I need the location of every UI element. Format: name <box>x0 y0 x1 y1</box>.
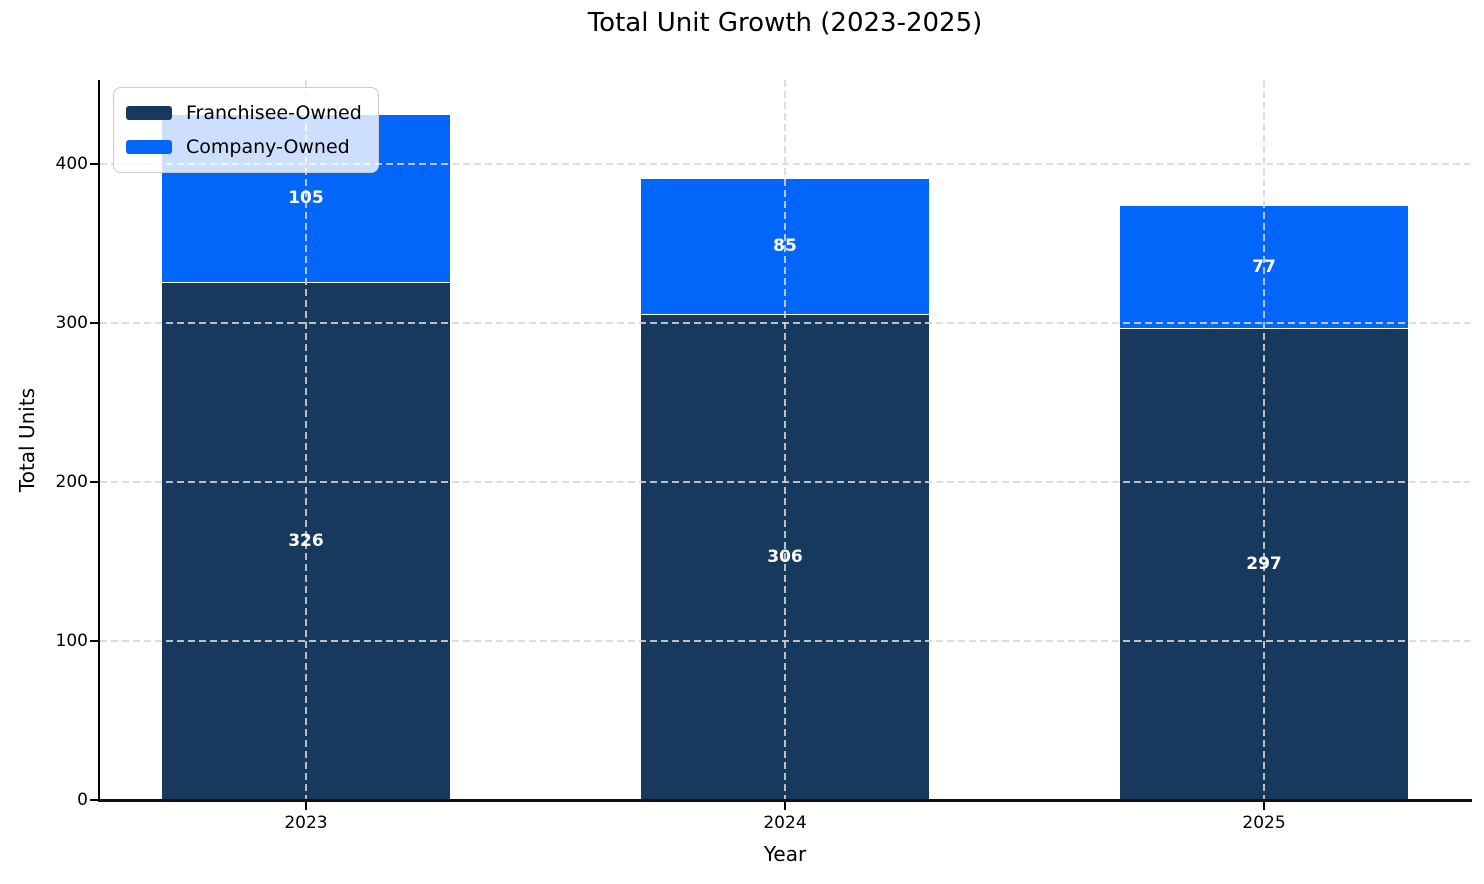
y-tick-label: 100 <box>55 631 88 652</box>
horizontal-gridline <box>100 640 1470 642</box>
legend-swatch-company-owned <box>126 140 172 154</box>
legend-label-company-owned: Company-Owned <box>186 136 350 158</box>
y-axis-label: Total Units <box>15 387 39 493</box>
legend-item-franchisee-owned: Franchisee-Owned <box>126 98 362 128</box>
legend: Franchisee-Owned Company-Owned <box>113 87 379 173</box>
x-tick-mark <box>1263 802 1265 810</box>
x-tick-label: 2025 <box>1242 813 1286 833</box>
y-tick-mark <box>90 799 98 801</box>
x-tick-label: 2024 <box>763 813 807 833</box>
bar-value-label: 306 <box>767 546 803 567</box>
y-tick-mark <box>90 163 98 165</box>
bar-value-label: 77 <box>1252 256 1276 277</box>
bar-value-label: 297 <box>1246 553 1282 574</box>
y-tick-label: 200 <box>55 472 88 493</box>
bar-value-labels-layer: 326 105 306 85 297 77 <box>100 80 1470 800</box>
legend-label-franchisee-owned: Franchisee-Owned <box>186 102 362 124</box>
y-tick-label: 400 <box>55 154 88 175</box>
vertical-gridline <box>305 80 307 800</box>
x-tick-label: 2023 <box>284 813 328 833</box>
y-tick-mark <box>90 640 98 642</box>
y-tick-label: 300 <box>55 313 88 334</box>
chart-title: Total Unit Growth (2023-2025) <box>587 8 983 38</box>
horizontal-gridline <box>100 322 1470 324</box>
bar-value-label: 85 <box>773 236 797 257</box>
legend-item-company-owned: Company-Owned <box>126 132 362 162</box>
x-axis-label: Year <box>763 842 807 866</box>
plot-area: 326 105 306 85 297 77 2023 2024 2025 0 100 200 300 4… <box>56 80 1472 833</box>
horizontal-gridline <box>100 163 1470 165</box>
horizontal-gridline <box>100 481 1470 483</box>
legend-swatch-franchisee-owned <box>126 106 172 120</box>
bar-value-label: 105 <box>288 188 324 209</box>
vertical-gridline <box>784 80 786 800</box>
y-tick-label: 0 <box>77 790 88 810</box>
grid-layer <box>100 80 1470 800</box>
bar-value-label: 326 <box>288 530 324 551</box>
y-tick-mark <box>90 322 98 324</box>
vertical-gridline <box>1263 80 1265 800</box>
x-tick-mark <box>784 802 786 810</box>
x-tick-mark <box>305 802 307 810</box>
y-tick-mark <box>90 481 98 483</box>
